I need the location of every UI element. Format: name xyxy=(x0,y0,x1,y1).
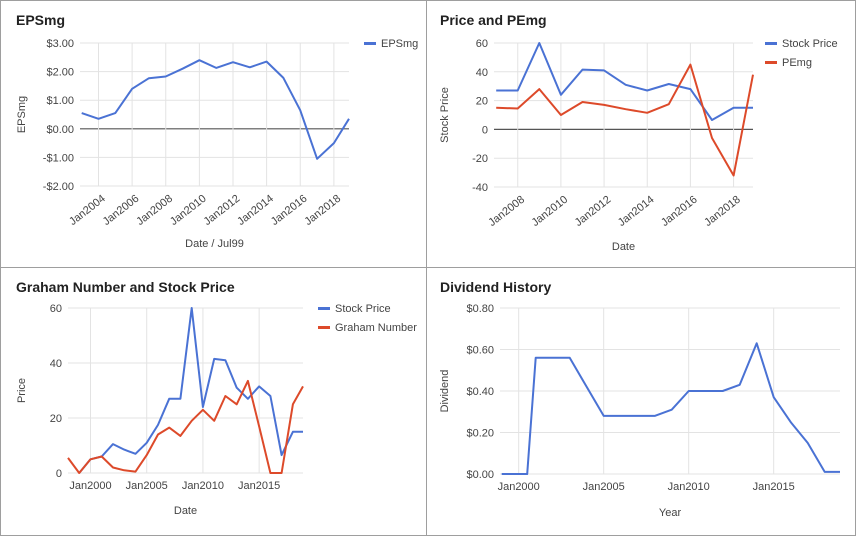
legend-label: EPSmg xyxy=(381,38,418,50)
y-tick-label: $2.00 xyxy=(46,67,74,79)
legend-swatch xyxy=(318,307,330,310)
y-tick-label: -40 xyxy=(472,182,488,194)
eps-chart-panel: EPSmg $3.00 $2.00 $1.00 $0.00 -$1.00 -$2.00 Jan… xyxy=(0,0,426,267)
series-line-pemg xyxy=(496,63,754,177)
x-tick-label: Jan2014 xyxy=(616,194,657,229)
y-axis-label: Dividend xyxy=(439,370,451,413)
x-axis-label: Date xyxy=(174,505,197,517)
legend-label: PEmg xyxy=(782,57,812,69)
y-axis-label: EPSmg xyxy=(16,96,28,133)
x-tick-label: Jan2000 xyxy=(69,480,111,492)
chart-title: EPSmg xyxy=(16,12,65,28)
x-tick-label: Jan2008 xyxy=(134,193,175,228)
y-tick-label: 40 xyxy=(50,358,62,370)
y-axis-label: Price xyxy=(16,378,28,403)
y-tick-label: 20 xyxy=(476,96,488,108)
legend-label: Stock Price xyxy=(782,38,838,50)
legend-swatch xyxy=(318,326,330,329)
y-tick-label: $0.00 xyxy=(466,469,494,481)
x-tick-label: Jan2008 xyxy=(486,194,527,229)
series-line-stock-price xyxy=(496,42,753,121)
y-tick-label: 0 xyxy=(482,124,488,136)
series-line-epsmg xyxy=(81,59,350,160)
chart-title: Price and PEmg xyxy=(440,12,547,28)
x-tick-label: Jan2014 xyxy=(235,193,276,228)
x-tick-label: Jan2016 xyxy=(659,194,700,229)
dividend-chart: Dividend History $0.80 $0.60 $0.40 $0.20 $0.0… xyxy=(439,279,840,519)
x-tick-label: Jan2000 xyxy=(498,481,540,493)
x-tick-label: Jan2010 xyxy=(168,193,209,228)
y-tick-label: $3.00 xyxy=(46,38,74,50)
x-tick-label: Jan2015 xyxy=(238,480,280,492)
y-tick-label: $1.00 xyxy=(46,95,74,107)
horizontal-divider xyxy=(0,267,856,268)
x-tick-label: Jan2018 xyxy=(702,194,743,229)
x-axis-label: Year xyxy=(659,507,682,519)
y-tick-label: 60 xyxy=(50,303,62,315)
y-tick-label: -$1.00 xyxy=(43,152,74,164)
y-tick-label: 20 xyxy=(50,413,62,425)
y-tick-label: -20 xyxy=(472,153,488,165)
y-tick-label: $0.00 xyxy=(46,124,74,136)
y-tick-label: $0.80 xyxy=(466,303,494,315)
x-tick-label: Jan2005 xyxy=(126,480,168,492)
x-tick-label: Jan2010 xyxy=(182,480,224,492)
x-tick-label: Jan2006 xyxy=(101,193,142,228)
y-tick-label: 40 xyxy=(476,67,488,79)
series-line-graham-number xyxy=(67,379,304,474)
x-tick-label: Jan2012 xyxy=(573,194,614,229)
x-tick-label: Jan2016 xyxy=(269,193,310,228)
x-tick-label: Jan2018 xyxy=(302,193,343,228)
y-tick-label: $0.40 xyxy=(466,386,494,398)
legend-label: Stock Price xyxy=(335,303,391,315)
graham-price-chart: Graham Number and Stock Price 60 40 20 0 Jan2… xyxy=(16,279,417,517)
legend-swatch xyxy=(364,42,376,45)
y-tick-label: -$2.00 xyxy=(43,181,74,193)
x-tick-label: Jan2012 xyxy=(202,193,243,228)
y-tick-label: $0.60 xyxy=(466,345,494,357)
legend-swatch xyxy=(765,61,777,64)
x-tick-label: Jan2010 xyxy=(668,481,710,493)
dividend-chart-panel: Dividend History $0.80 $0.60 $0.40 $0.20 $0.0… xyxy=(427,268,856,536)
y-axis-label: Stock Price xyxy=(439,87,451,143)
series-line-dividend xyxy=(501,342,840,475)
price-pe-chart-panel: Price and PEmg 60 40 20 0 -20 -40 Jan2008 Jan201… xyxy=(427,0,856,267)
x-tick-label: Jan2005 xyxy=(583,481,625,493)
x-tick-label: Jan2004 xyxy=(67,193,108,228)
vertical-divider xyxy=(426,0,427,536)
legend-swatch xyxy=(765,42,777,45)
legend-label: Graham Number xyxy=(335,322,417,334)
y-tick-label: $0.20 xyxy=(466,428,494,440)
series-line-stock-price xyxy=(78,307,303,474)
x-tick-label: Jan2010 xyxy=(530,194,571,229)
graham-price-chart-panel: Graham Number and Stock Price 60 40 20 0 Jan2… xyxy=(0,268,426,536)
chart-title: Graham Number and Stock Price xyxy=(16,279,235,295)
x-tick-label: Jan2015 xyxy=(753,481,795,493)
y-tick-label: 0 xyxy=(56,468,62,480)
chart-title: Dividend History xyxy=(440,279,551,295)
eps-chart: EPSmg$3.00$2.00$1.00$0.00-$1.00-$2.00Jan… xyxy=(16,12,418,250)
x-axis-label: Date / Jul99 xyxy=(185,238,244,250)
y-tick-label: 60 xyxy=(476,38,488,50)
x-axis-label: Date xyxy=(612,241,635,253)
